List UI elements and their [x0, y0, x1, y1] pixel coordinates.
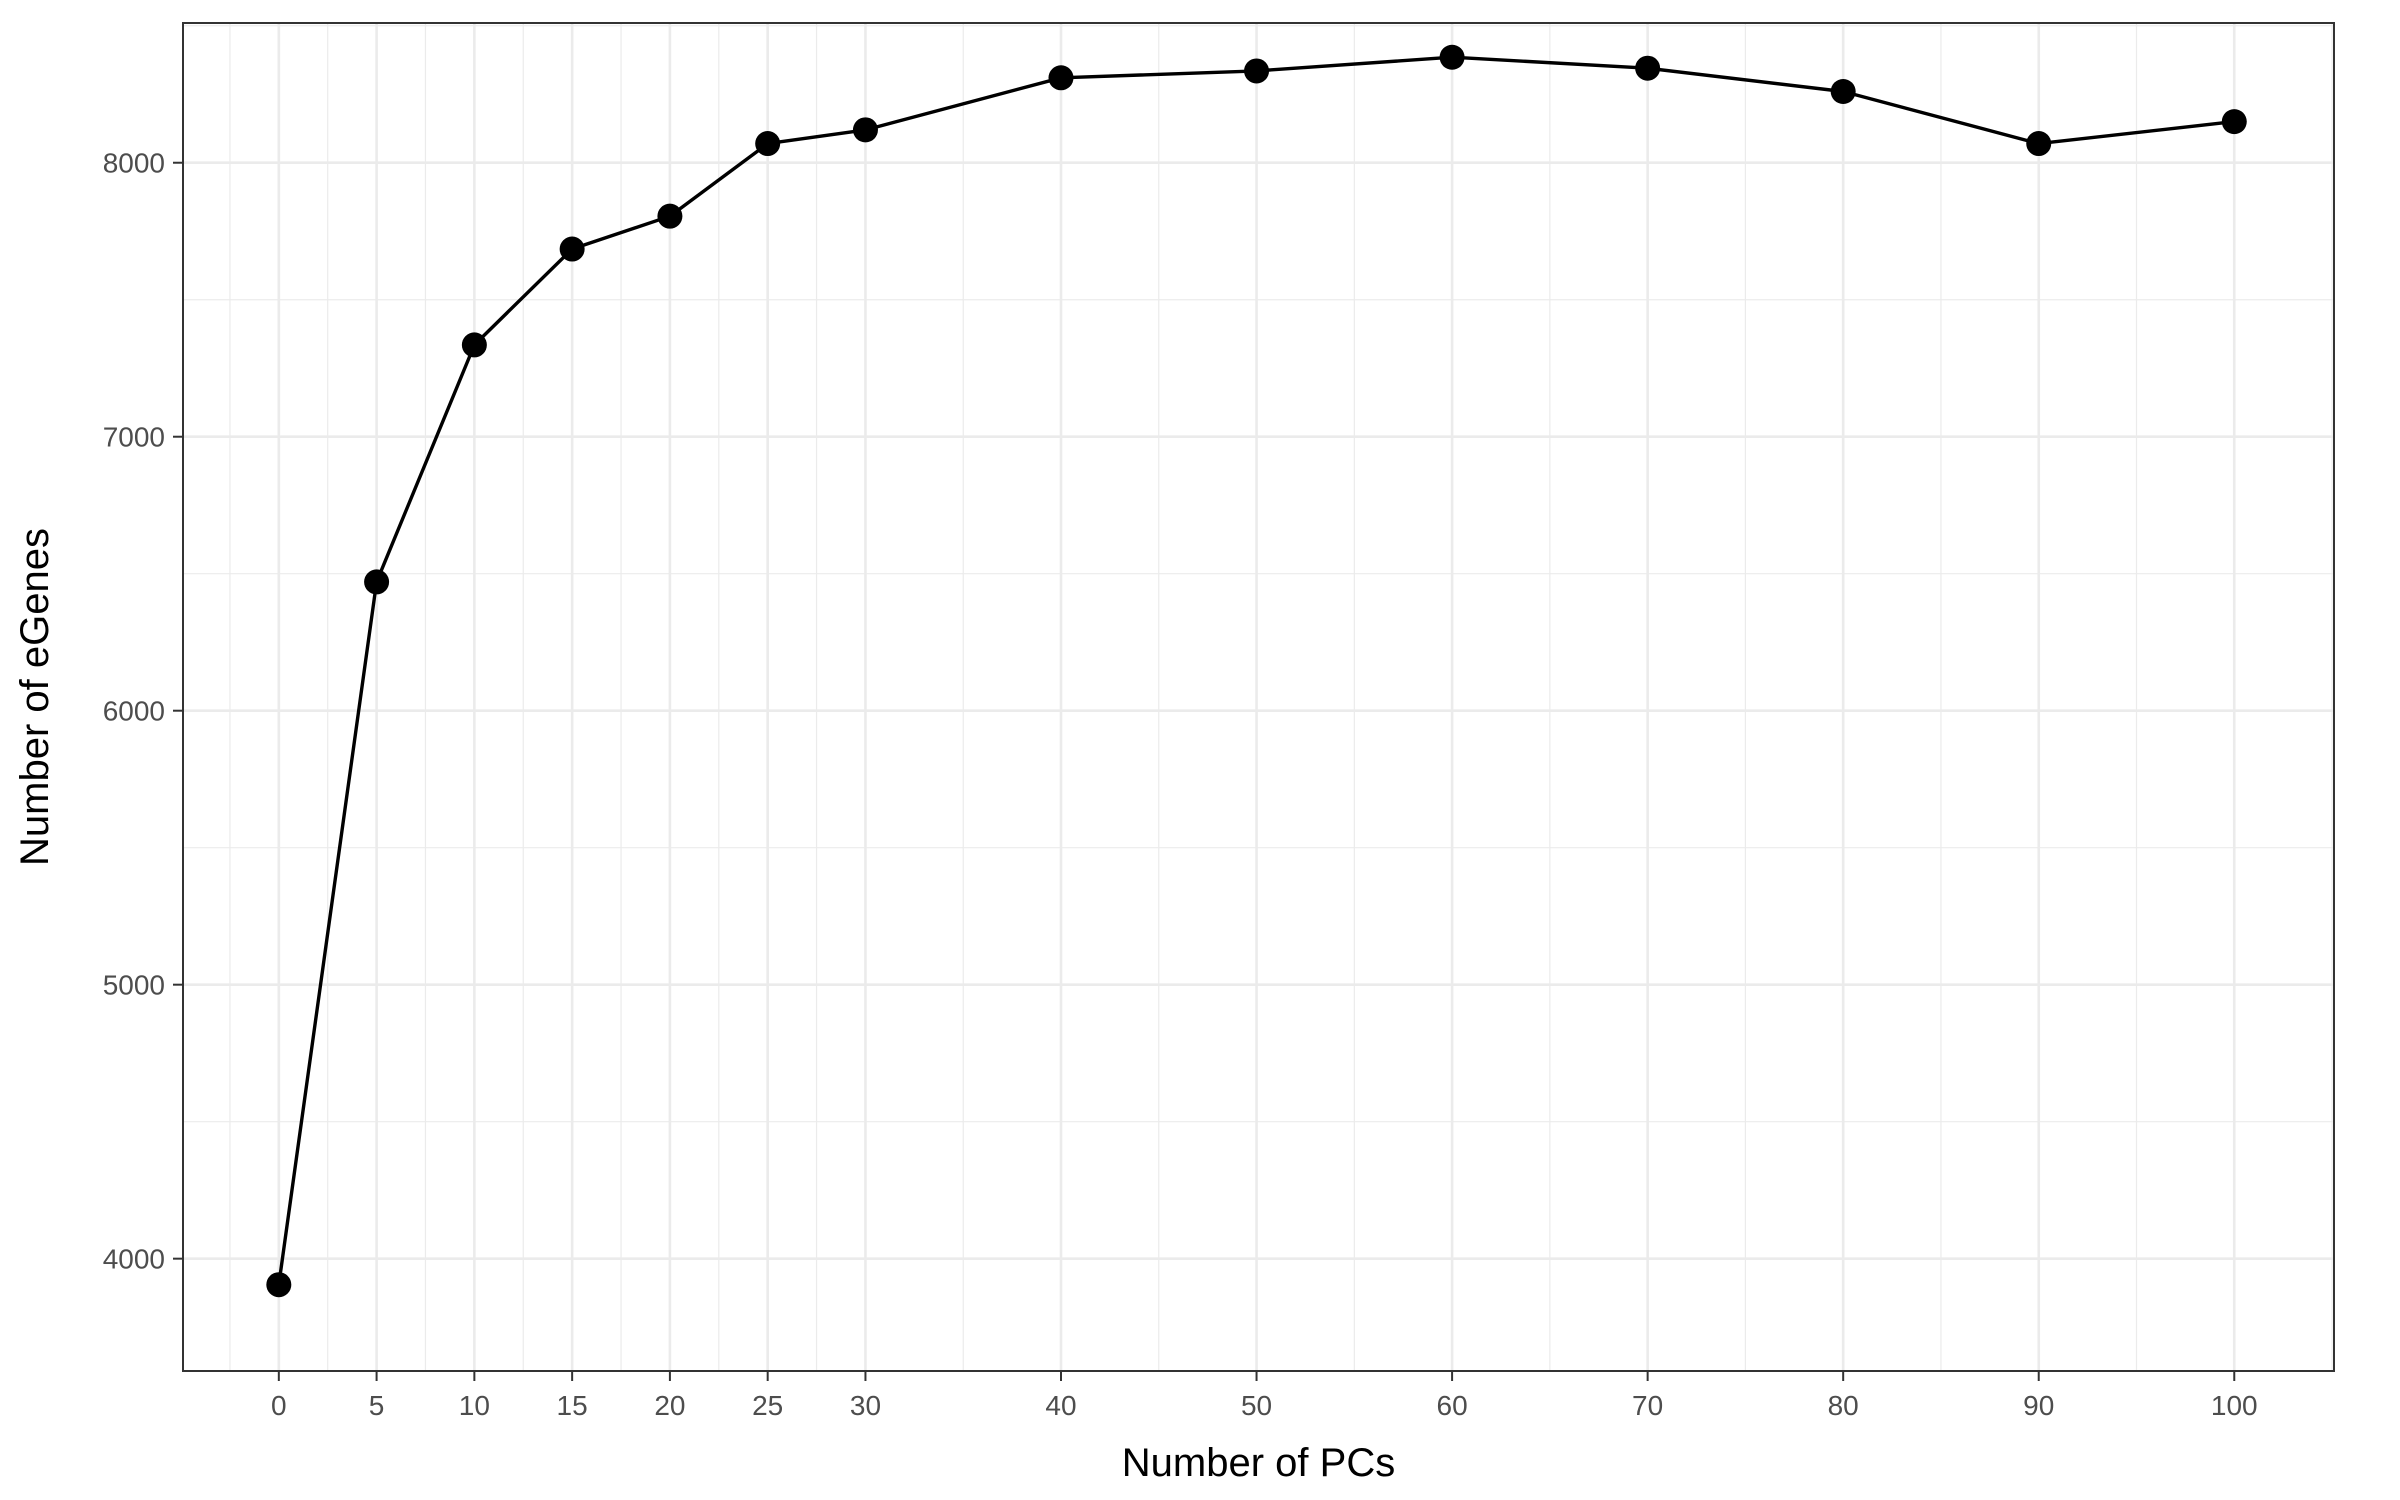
x-tick-label: 25: [752, 1390, 783, 1421]
y-axis-title: Number of eGenes: [13, 528, 57, 866]
grid-minor: [183, 23, 2334, 1371]
x-tick-label: 80: [1828, 1390, 1859, 1421]
x-tick-label: 60: [1437, 1390, 1468, 1421]
data-point: [559, 236, 585, 262]
data-point: [1439, 44, 1465, 70]
x-tick-label: 40: [1045, 1390, 1076, 1421]
data-point: [657, 203, 683, 229]
x-tick-label: 15: [557, 1390, 588, 1421]
x-tick-label: 30: [850, 1390, 881, 1421]
y-tick-label: 5000: [103, 970, 165, 1001]
x-tick-label: 5: [369, 1390, 385, 1421]
y-tick-label: 8000: [103, 148, 165, 179]
y-tick-label: 6000: [103, 696, 165, 727]
x-axis-title: Number of PCs: [1122, 1441, 1395, 1485]
x-tick-label: 0: [271, 1390, 287, 1421]
y-axis: 4000 5000 6000 7000 8000: [103, 148, 183, 1275]
data-point: [461, 332, 487, 358]
x-axis: 0 5 10 15 20 25 30 40 50 60 70 80 90 100: [271, 1371, 2258, 1421]
y-tick-label: 4000: [103, 1244, 165, 1275]
x-tick-label: 20: [654, 1390, 685, 1421]
panel-border: [182, 22, 2335, 1372]
data-point: [1830, 78, 1856, 104]
x-tick-label: 100: [2211, 1390, 2258, 1421]
data-point: [755, 131, 781, 157]
data-point: [266, 1272, 292, 1298]
x-tick-label: 70: [1632, 1390, 1663, 1421]
data-point: [1635, 55, 1661, 81]
data-point: [2221, 109, 2247, 135]
y-tick-label: 7000: [103, 422, 165, 453]
grid-major: [183, 23, 2334, 1371]
data-point: [1244, 58, 1270, 84]
x-tick-label: 50: [1241, 1390, 1272, 1421]
data-point: [852, 117, 878, 143]
x-tick-label: 10: [459, 1390, 490, 1421]
series-line: [277, 55, 2235, 1285]
data-point: [1048, 65, 1074, 91]
series-group: [266, 44, 2247, 1298]
data-point: [2026, 131, 2052, 157]
data-point: [364, 569, 390, 595]
x-tick-label: 90: [2023, 1390, 2054, 1421]
